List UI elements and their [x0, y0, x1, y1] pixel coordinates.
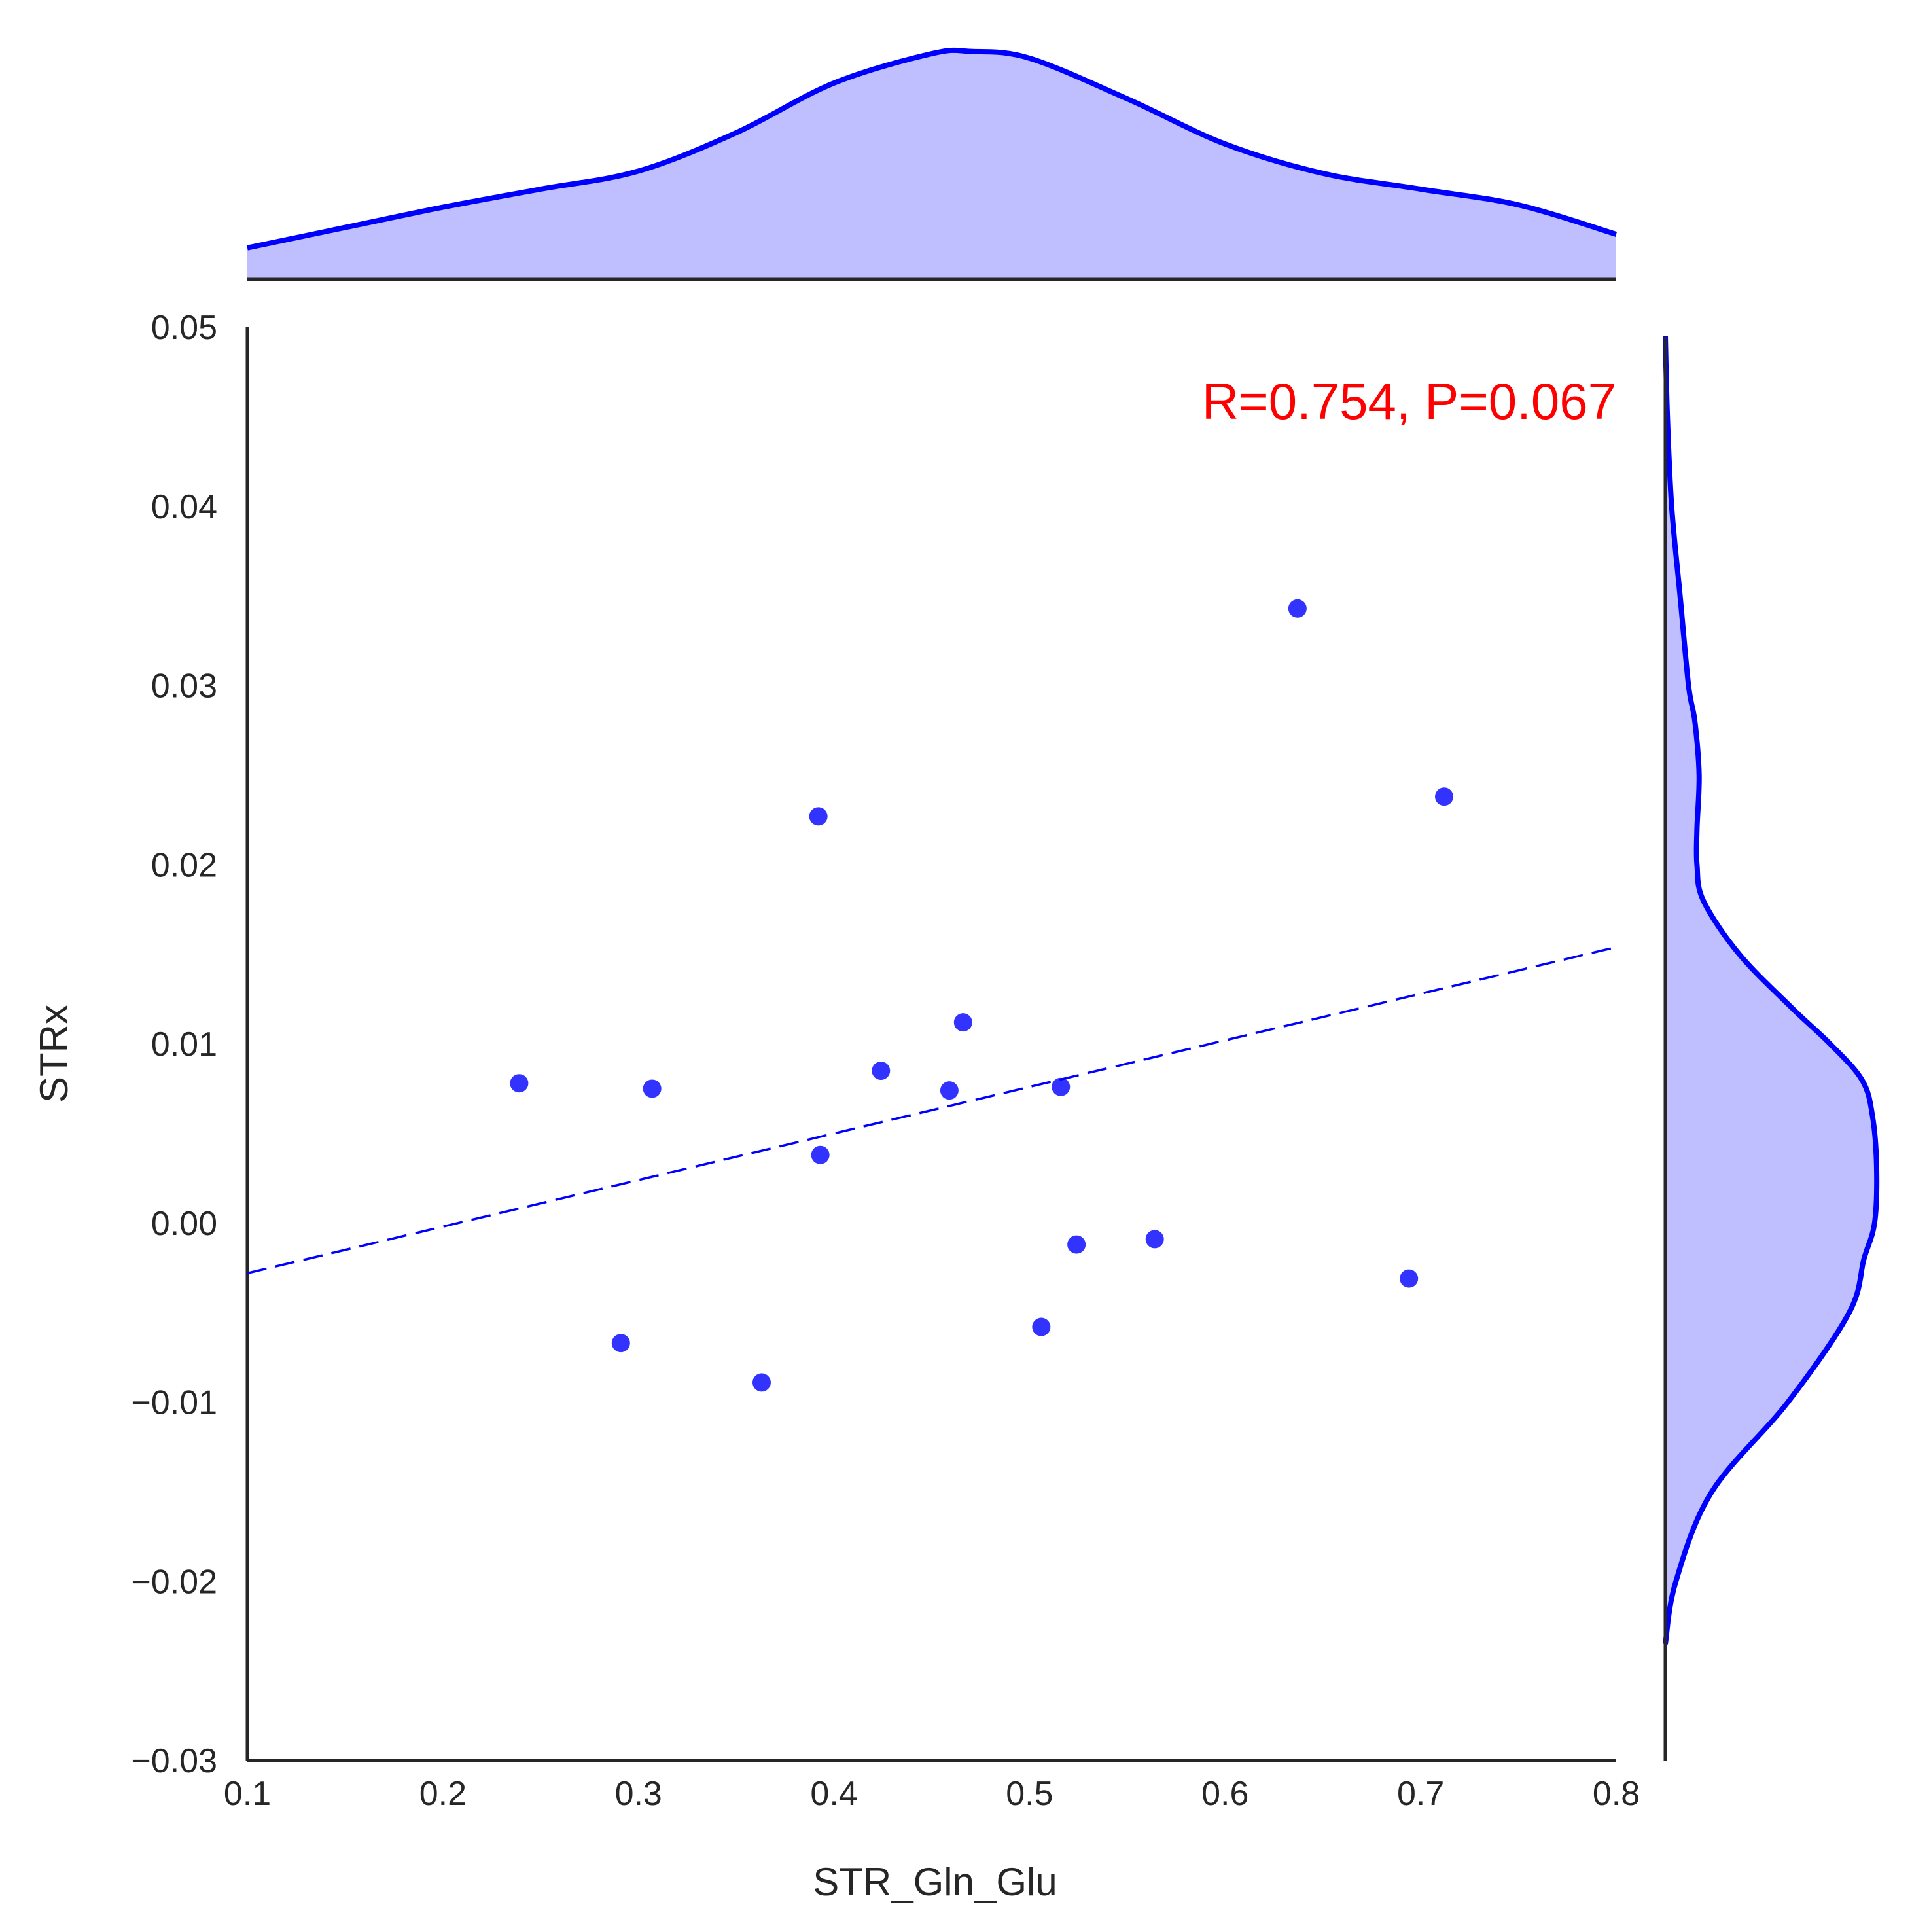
x-tick-label: 0.5 — [1006, 1775, 1053, 1813]
correlation-annotation: R=0.754, P=0.067 — [1202, 372, 1616, 430]
x-tick-label: 0.7 — [1397, 1775, 1444, 1813]
scatter-point — [1052, 1077, 1071, 1096]
y-kde-line — [1663, 336, 1880, 1645]
marginal-x-kde — [247, 47, 1618, 281]
y-tick-label: 0.05 — [151, 309, 217, 347]
scatter-point — [1032, 1317, 1051, 1336]
x-axis-title: STR_Gln_Glu — [813, 1860, 1057, 1904]
regression-line — [247, 946, 1617, 1275]
y-tick-label: 0.00 — [151, 1205, 217, 1243]
scatter-point — [953, 1013, 972, 1032]
marginal-y-kde — [1663, 336, 1880, 1761]
scatter-point — [510, 1074, 529, 1093]
y-tick-label: −0.01 — [131, 1384, 217, 1422]
scatter-point — [811, 1145, 830, 1164]
scatter-point — [1435, 787, 1454, 806]
scatter-point — [1145, 1230, 1164, 1249]
scatter-point — [940, 1081, 959, 1100]
x-tick-label: 0.1 — [224, 1775, 271, 1813]
scatter-plot — [245, 327, 1617, 1762]
x-tick-label: 0.3 — [615, 1775, 662, 1813]
y-axis-title: STRx — [32, 1005, 76, 1103]
x-tick-label: 0.2 — [419, 1775, 467, 1813]
y-tick-label: 0.01 — [151, 1026, 217, 1064]
x-tick-label: 0.8 — [1593, 1775, 1640, 1813]
scatter-point — [1067, 1235, 1086, 1254]
x-tick-label: 0.6 — [1201, 1775, 1248, 1813]
scatter-point — [872, 1062, 891, 1081]
y-tick-label: 0.02 — [151, 846, 217, 884]
scatter-point — [1400, 1269, 1419, 1288]
scatter-point — [809, 807, 828, 826]
scatter-point — [643, 1079, 662, 1098]
x-kde-line — [247, 47, 1618, 251]
y-tick-label: −0.02 — [131, 1563, 217, 1601]
scatter-point — [752, 1373, 771, 1392]
y-tick-label: 0.03 — [151, 668, 217, 706]
axis-ticks: 0.1 0.2 0.3 0.4 0.5 0.6 0.7 0.8 −0.03 −0.02 −0.01 0… — [131, 309, 1640, 1813]
y-tick-label: −0.03 — [131, 1742, 217, 1780]
x-kde-fill — [247, 50, 1616, 279]
x-tick-label: 0.4 — [810, 1775, 857, 1813]
scatter-point — [1288, 599, 1307, 618]
scatter-point — [611, 1334, 630, 1353]
y-tick-label: 0.04 — [151, 488, 217, 526]
